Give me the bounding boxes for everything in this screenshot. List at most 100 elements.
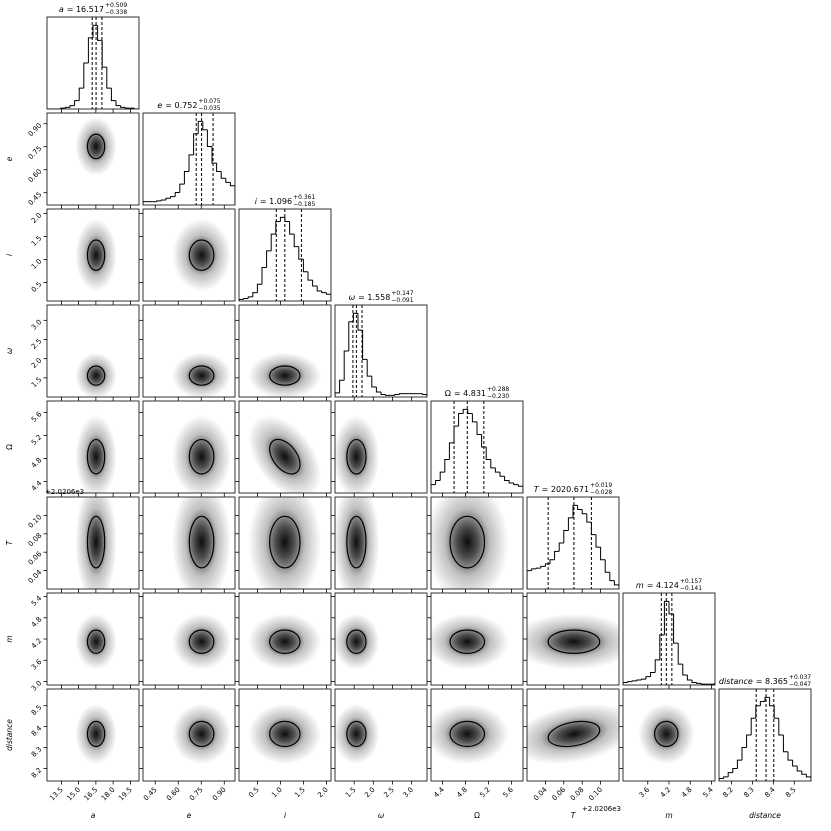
panel [75,352,117,397]
y-axis-label: T [5,539,14,545]
y-offset: +2.0206e3 [45,488,84,496]
panel [431,613,509,670]
contour [547,629,601,654]
hist-bin [435,479,441,485]
panel [431,497,509,589]
y-tick-label: 8.3 [30,745,44,759]
hist-bin [115,100,121,107]
density [75,415,117,493]
hist-bin [494,467,500,473]
title-label: ω [348,293,355,302]
hist-bin [700,683,706,685]
hist-bin [458,413,464,427]
hist-bin [654,659,660,673]
x-tick-label: 8.3 [742,786,756,800]
hist-bin [673,613,679,644]
hist-bin [289,221,295,235]
density [172,613,232,670]
title-minus: −0.338 [105,9,127,16]
title-minus: −0.035 [198,105,220,112]
y-tick-label: 0.04 [27,568,44,585]
contour [269,365,301,386]
title-value: = 4.124 [647,581,679,590]
panel [143,113,235,205]
y-tick-label: 4.8 [30,456,44,470]
density [75,497,117,589]
panel-frame [46,592,140,686]
hist-bin [554,550,560,560]
density [172,352,232,397]
density [248,613,322,670]
panel [335,703,380,765]
density [248,703,322,765]
density [527,613,619,670]
hist-bin [462,408,468,414]
hist-bin [174,191,180,197]
title-value: = 4.831 [454,389,486,398]
hist-bin [640,678,646,680]
x-tick-label: 8.2 [721,786,735,800]
contour [547,720,601,748]
hist-bin [252,292,258,297]
hist-bin [736,759,742,769]
density [638,703,695,765]
hist-bin [385,394,391,396]
hist-bin [87,37,93,63]
title-label: T [534,485,540,494]
title-label: e [157,101,162,110]
contour [449,629,486,654]
hist-bin [348,321,354,351]
hist-bin [801,770,807,775]
y-tick-label: 2.0 [30,356,44,370]
hist-bin [531,568,537,571]
contour [269,720,301,748]
title-value: = 0.752 [165,101,197,110]
hist-bin [243,297,249,300]
title-value: = 1.096 [260,197,292,206]
panel-frame [238,304,332,398]
hist-bin [796,765,802,772]
hist-bin [220,171,226,179]
hist-bin [156,200,162,202]
panel-frame [238,688,332,782]
y-tick-label: 3.0 [30,679,44,693]
y-tick-label: 0.45 [27,190,44,207]
contour [188,239,215,271]
contour [346,438,367,475]
hist-bin [279,216,285,222]
title-plus: +0.075 [198,98,220,105]
x-tick-label: 15.0 [65,786,82,803]
x-axis-label: m [665,811,672,820]
panel-frame [526,592,620,686]
panel [75,116,117,176]
y-tick-label: 0.08 [27,532,44,549]
x-tick-label: 0.06 [551,785,568,802]
hist-bin [691,679,697,683]
panel [75,218,117,292]
hist-bin [284,217,290,223]
hist-bin [663,600,669,635]
hist-bin [202,121,208,131]
hist-bin [316,285,322,292]
hist-bin [270,233,276,251]
panel-frame [142,400,236,494]
panel-frame [238,208,332,302]
hist-bin [727,772,733,777]
hist-bin [467,409,473,415]
panel [623,593,715,685]
panel [527,703,619,765]
hist-bin [719,777,724,781]
x-axis-label: Ω [474,811,480,820]
y-tick-label: 2.0 [30,211,44,225]
hist-bin [609,572,615,582]
hist-bin [710,683,715,685]
density [248,415,322,493]
panel [172,613,232,670]
hist-bin [563,529,569,543]
y-tick-label: 0.06 [27,550,44,567]
hist-bin [650,671,656,677]
hist-bin [133,108,139,109]
hist-bin [362,330,368,360]
hist-bin [453,425,459,443]
title-plus: +0.147 [391,290,413,297]
